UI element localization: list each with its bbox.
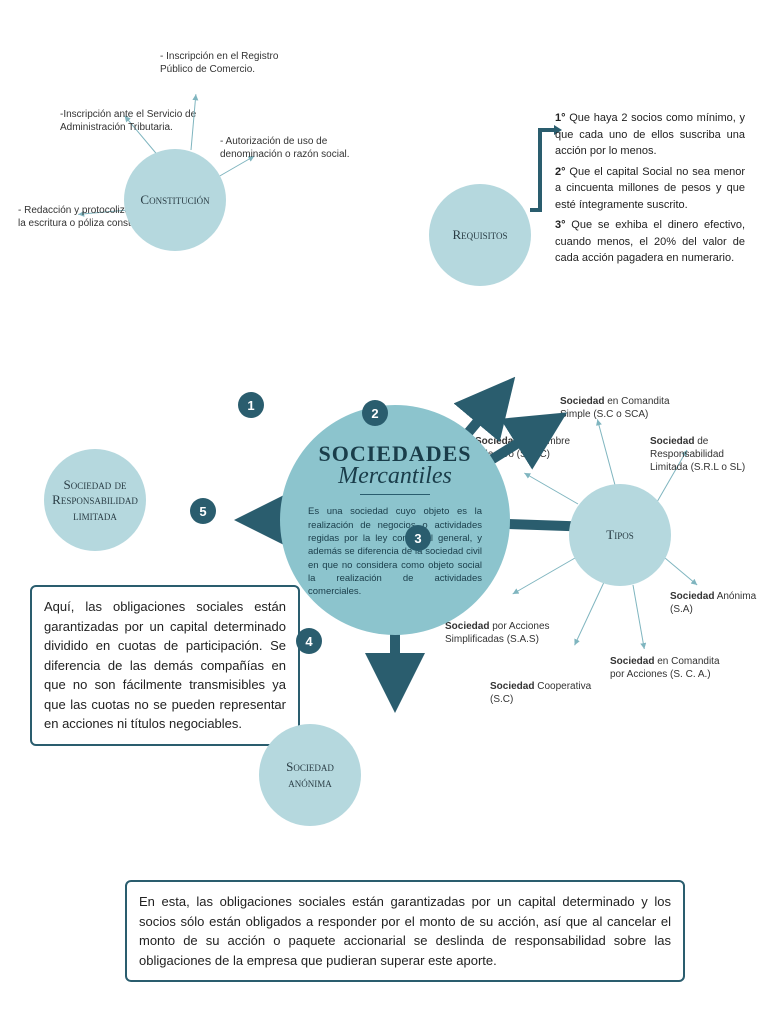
sa-description-box: En esta, las obligaciones sociales están… <box>125 880 685 982</box>
node-2: Requisitos <box>429 184 531 286</box>
requisito-0: 1° Que haya 2 socios como mínimo, y que … <box>555 110 745 160</box>
center-node: SOCIEDADESMercantilesEs una sociedad cuy… <box>280 405 510 635</box>
number-badge-3: 3 <box>405 525 431 551</box>
tipo-item-3: Sociedad Anónima (S.A) <box>670 590 768 616</box>
number-badge-4: 4 <box>296 628 322 654</box>
node-label: Tipos <box>606 527 633 543</box>
srl-description-box: Aquí, las obligaciones sociales están ga… <box>30 585 300 746</box>
node-3: Tipos <box>569 484 671 586</box>
node-label: Constitución <box>140 192 209 208</box>
number-badge-1: 1 <box>238 392 264 418</box>
tipo-item-4: Sociedad en Comandita por Acciones (S. C… <box>610 655 720 681</box>
center-description: Es una sociedad cuyo objeto es la realiz… <box>290 499 500 598</box>
constitucion-item-3: - Autorización de uso de denominación o … <box>220 135 370 161</box>
tipo-item-5: Sociedad Cooperativa (S.C) <box>490 680 600 706</box>
requisitos-text: 1° Que haya 2 socios como mínimo, y que … <box>555 110 745 271</box>
node-4: Sociedad anónima <box>259 724 361 826</box>
node-1: Constitución <box>124 149 226 251</box>
requisito-2: 3° Que se exhiba el dinero efectivo, cua… <box>555 217 745 267</box>
tipo-item-1: Sociedad en Comandita Simple (S.C o SCA) <box>560 395 670 421</box>
node-5: Sociedad de Responsabilidad limitada <box>44 449 146 551</box>
number-badge-2: 2 <box>362 400 388 426</box>
requisito-1: 2° Que el capital Social no sea menor a … <box>555 164 745 214</box>
tipo-item-2: Sociedad de Responsabilidad Limitada (S.… <box>650 435 760 474</box>
constitucion-item-2: - Inscripción en el Registro Público de … <box>160 50 310 76</box>
tipo-item-6: Sociedad por Acciones Simplificadas (S.A… <box>445 620 555 646</box>
center-subtitle: Mercantiles <box>338 463 452 490</box>
node-label: Requisitos <box>452 227 507 243</box>
number-badge-5: 5 <box>190 498 216 524</box>
node-label: Sociedad anónima <box>269 759 351 790</box>
constitucion-item-1: -Inscripción ante el Servicio de Adminis… <box>60 108 210 134</box>
node-label: Sociedad de Responsabilidad limitada <box>52 477 138 524</box>
